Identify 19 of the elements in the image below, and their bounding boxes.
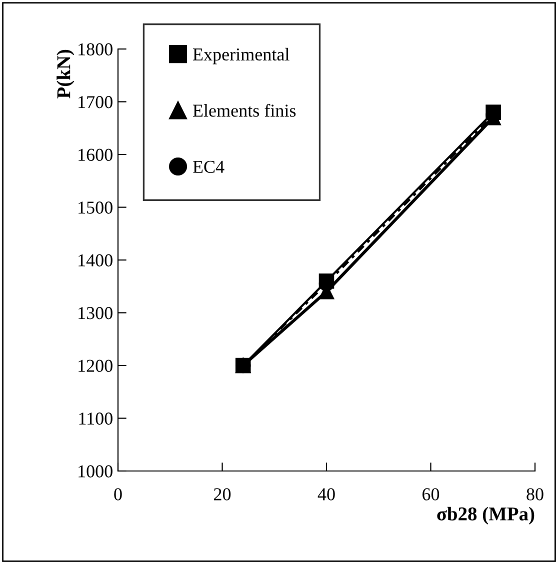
- x-tick-label: 0: [114, 488, 122, 500]
- y-tick-label: 1400: [78, 254, 112, 266]
- legend-label: Elements finis: [192, 104, 296, 117]
- x-tick-label: 80: [526, 488, 544, 500]
- y-tick-label: 1500: [78, 202, 112, 214]
- y-tick-label: 1000: [78, 465, 112, 478]
- y-tick-label: 1300: [78, 307, 112, 320]
- y-axis-title: P(kN): [56, 50, 74, 98]
- x-tick-label: 20: [214, 488, 231, 500]
- x-tick-label: 60: [422, 488, 440, 500]
- y-tick-label: 1600: [78, 148, 112, 161]
- y-tick-label: 1100: [79, 412, 112, 425]
- legend-label: Experimental: [192, 48, 290, 64]
- y-tick-label: 1200: [78, 360, 112, 372]
- x-axis-title: σb28 (MPa): [437, 506, 534, 524]
- x-tick-label: 40: [318, 488, 335, 500]
- legend-label: EC4: [192, 160, 224, 173]
- y-tick-label: 1700: [78, 96, 112, 108]
- y-tick-label: 1800: [78, 43, 112, 56]
